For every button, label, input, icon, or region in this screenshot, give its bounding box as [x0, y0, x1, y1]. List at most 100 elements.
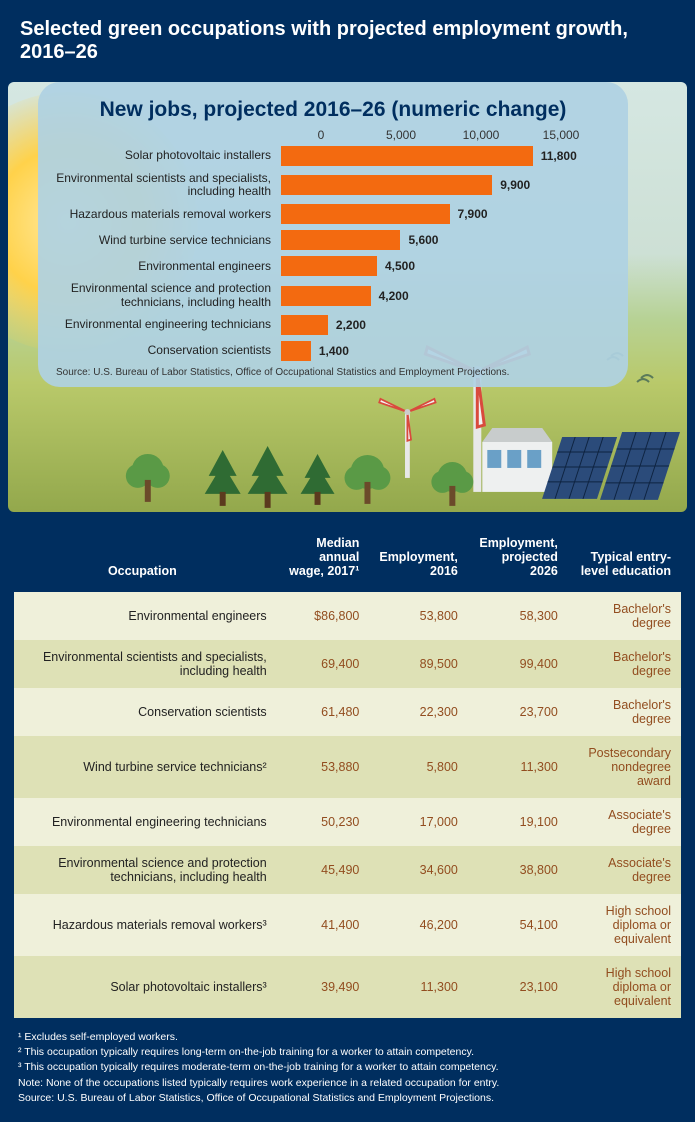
table-header-cell: Typical entry-level education — [568, 526, 681, 592]
bar-track: 2,200 — [281, 315, 601, 335]
table-cell: Bachelor's degree — [568, 592, 681, 640]
bar-fill — [281, 204, 450, 224]
bar-fill — [281, 146, 533, 166]
table-section: OccupationMedian annual wage, 2017¹Emplo… — [0, 512, 695, 1122]
table-cell: Bachelor's degree — [568, 640, 681, 688]
table-cell: 19,100 — [468, 798, 568, 846]
page-title: Selected green occupations with projecte… — [20, 18, 675, 64]
table-cell: 50,230 — [277, 798, 370, 846]
bar-value: 7,900 — [450, 204, 488, 224]
bar-fill — [281, 286, 371, 306]
table-header-cell: Median annual wage, 2017¹ — [277, 526, 370, 592]
table-cell: Environmental engineering technicians — [14, 798, 277, 846]
table-cell: Environmental scientists and specialists… — [14, 640, 277, 688]
axis-tick: 5,000 — [361, 128, 441, 142]
chart-panel: New jobs, projected 2016–26 (numeric cha… — [38, 82, 628, 387]
table-cell: 89,500 — [369, 640, 468, 688]
bar-value: 2,200 — [328, 315, 366, 335]
bar-label: Environmental engineers — [56, 260, 281, 273]
table-header-cell: Employment, 2016 — [369, 526, 468, 592]
table-row: Environmental engineering technicians50,… — [14, 798, 681, 846]
table-cell: 11,300 — [369, 956, 468, 1018]
bar-fill — [281, 341, 311, 361]
table-row: Hazardous materials removal workers³41,4… — [14, 894, 681, 956]
table-header-row: OccupationMedian annual wage, 2017¹Emplo… — [14, 526, 681, 592]
table-cell: 53,880 — [277, 736, 370, 798]
footnote-line: Source: U.S. Bureau of Labor Statistics,… — [18, 1091, 677, 1106]
table-cell: 46,200 — [369, 894, 468, 956]
table-row: Environmental science and protection tec… — [14, 846, 681, 894]
table-row: Environmental engineers$86,80053,80058,3… — [14, 592, 681, 640]
bar-value: 11,800 — [533, 146, 577, 166]
table-cell: $86,800 — [277, 592, 370, 640]
footnote-line: Note: None of the occupations listed typ… — [18, 1076, 677, 1091]
table-cell: Wind turbine service technicians² — [14, 736, 277, 798]
table-cell: 5,800 — [369, 736, 468, 798]
table-cell: 34,600 — [369, 846, 468, 894]
table-cell: 41,400 — [277, 894, 370, 956]
chart-bars: Solar photovoltaic installers 11,800 Envir… — [56, 146, 610, 361]
bar-value: 4,500 — [377, 256, 415, 276]
table-cell: 69,400 — [277, 640, 370, 688]
table-row: Environmental scientists and specialists… — [14, 640, 681, 688]
chart-axis-ticks: 05,00010,00015,000 — [281, 128, 610, 142]
table-cell: Hazardous materials removal workers³ — [14, 894, 277, 956]
table-cell: 58,300 — [468, 592, 568, 640]
footnotes: ¹ Excludes self-employed workers.² This … — [14, 1018, 681, 1106]
axis-tick: 10,000 — [441, 128, 521, 142]
table-cell: Environmental engineers — [14, 592, 277, 640]
table-cell: Conservation scientists — [14, 688, 277, 736]
table-cell: 38,800 — [468, 846, 568, 894]
bar-value: 4,200 — [371, 286, 409, 306]
table-body: Environmental engineers$86,80053,80058,3… — [14, 592, 681, 1018]
bar-track: 7,900 — [281, 204, 601, 224]
bar-row: Conservation scientists 1,400 — [56, 341, 610, 361]
table-row: Solar photovoltaic installers³39,49011,3… — [14, 956, 681, 1018]
bar-row: Environmental science and protection tec… — [56, 282, 610, 308]
table-cell: 99,400 — [468, 640, 568, 688]
infographic-container: Selected green occupations with projecte… — [0, 0, 695, 1122]
bar-row: Environmental engineers 4,500 — [56, 256, 610, 276]
table-cell: 53,800 — [369, 592, 468, 640]
table-header-cell: Occupation — [14, 526, 277, 592]
table-cell: 45,490 — [277, 846, 370, 894]
bar-label: Environmental engineering technicians — [56, 318, 281, 331]
bar-row: Wind turbine service technicians5,600 — [56, 230, 610, 250]
bar-track: 11,800 — [281, 146, 601, 166]
table-cell: 23,700 — [468, 688, 568, 736]
table-row: Wind turbine service technicians²53,8805… — [14, 736, 681, 798]
table-cell: Associate's degree — [568, 798, 681, 846]
table-cell: High school diploma or equivalent — [568, 894, 681, 956]
header: Selected green occupations with projecte… — [0, 0, 695, 82]
table-cell: 61,480 — [277, 688, 370, 736]
table-cell: Solar photovoltaic installers³ — [14, 956, 277, 1018]
table-cell: 39,490 — [277, 956, 370, 1018]
table-cell: 23,100 — [468, 956, 568, 1018]
data-table: OccupationMedian annual wage, 2017¹Emplo… — [14, 526, 681, 1018]
axis-tick: 0 — [281, 128, 361, 142]
table-header-cell: Employment, projected 2026 — [468, 526, 568, 592]
bar-track: 1,400 — [281, 341, 601, 361]
table-cell: 54,100 — [468, 894, 568, 956]
footnote-line: ¹ Excludes self-employed workers. — [18, 1030, 677, 1045]
table-cell: Associate's degree — [568, 846, 681, 894]
bar-value: 1,400 — [311, 341, 349, 361]
bar-label: Solar photovoltaic installers — [56, 149, 281, 162]
table-cell: 11,300 — [468, 736, 568, 798]
bar-label: Hazardous materials removal workers — [56, 208, 281, 221]
table-cell: Environmental science and protection tec… — [14, 846, 277, 894]
bar-track: 4,500 — [281, 256, 601, 276]
bar-row: Environmental scientists and specialists… — [56, 172, 610, 198]
chart-title: New jobs, projected 2016–26 (numeric cha… — [56, 98, 610, 122]
bar-fill — [281, 230, 400, 250]
table-cell: Bachelor's degree — [568, 688, 681, 736]
bar-track: 5,600 — [281, 230, 601, 250]
bar-value: 5,600 — [400, 230, 438, 250]
table-cell: 17,000 — [369, 798, 468, 846]
bar-track: 9,900 — [281, 175, 601, 195]
table-cell: 22,300 — [369, 688, 468, 736]
bar-label: Conservation scientists — [56, 344, 281, 357]
bar-value: 9,900 — [492, 175, 530, 195]
scene: New jobs, projected 2016–26 (numeric cha… — [8, 82, 687, 512]
bar-track: 4,200 — [281, 286, 601, 306]
